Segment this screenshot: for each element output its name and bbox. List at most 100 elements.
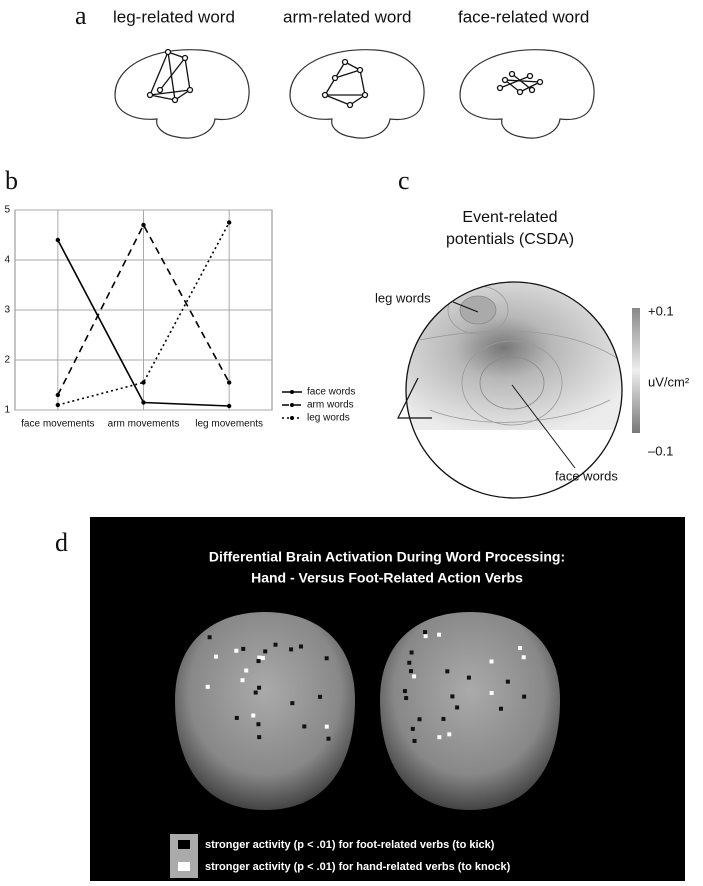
activation-spot: [263, 649, 267, 653]
network: [148, 50, 193, 103]
activation-spot: [240, 678, 244, 682]
x-tick-label: arm movements: [108, 419, 180, 430]
network: [498, 72, 543, 95]
data-point: [56, 403, 60, 407]
activation-spot: [404, 696, 408, 700]
activation-spot: [241, 647, 245, 651]
data-point: [227, 380, 231, 384]
panel-letter: c: [398, 166, 410, 195]
activation-spot: [522, 695, 526, 699]
activation-spot: [257, 735, 261, 739]
activation-spot: [413, 739, 417, 743]
data-point: [141, 380, 145, 384]
data-point: [141, 223, 145, 227]
activation-spot: [522, 655, 526, 659]
legend-swatch: [178, 862, 190, 871]
activation-spot: [256, 722, 260, 726]
network: [323, 60, 368, 108]
activation-spot: [274, 643, 278, 647]
colorbar-label: uV/cm²: [648, 374, 690, 389]
word-label: leg-related word: [113, 7, 235, 26]
activation-spot: [412, 674, 416, 678]
activation-spot: [208, 635, 212, 639]
activation-spot: [437, 735, 441, 739]
activation-spot: [441, 717, 445, 721]
activation-spot: [445, 669, 449, 673]
data-point: [227, 404, 231, 408]
activation-spot: [437, 633, 441, 637]
data-point: [227, 220, 231, 224]
legend-label: stronger activity (p < .01) for foot-rel…: [205, 839, 495, 851]
legend-marker: [290, 416, 294, 420]
activation-spot: [490, 691, 494, 695]
panel-letter: a: [75, 1, 87, 30]
colorbar-label: –0.1: [648, 443, 673, 458]
activation-spot: [418, 717, 422, 721]
activation-spot: [489, 659, 493, 663]
y-tick-label: 2: [4, 355, 10, 366]
activation-spot: [206, 685, 210, 689]
activation-spot: [325, 725, 329, 729]
activation-spot: [290, 701, 294, 705]
x-tick-label: face movements: [21, 419, 94, 430]
y-tick-label: 5: [4, 205, 10, 216]
activation-spot: [299, 645, 303, 649]
activation-spot: [518, 646, 522, 650]
brain-outline: [460, 50, 594, 138]
activation-spot: [289, 647, 293, 651]
brain-scan: [175, 612, 355, 810]
panel-letter: b: [5, 166, 18, 195]
chart-title: potentials (CSDA): [446, 231, 574, 248]
activation-spot: [234, 649, 238, 653]
activation-spot: [251, 713, 255, 717]
activation-spot: [261, 656, 265, 660]
data-point: [141, 400, 145, 404]
activation-spot: [326, 737, 330, 741]
y-tick-label: 4: [4, 255, 10, 266]
colorbar-label: +0.1: [648, 303, 674, 318]
panel-title: Hand - Versus Foot-Related Action Verbs: [251, 570, 523, 586]
panel-title: Differential Brain Activation During Wor…: [209, 549, 565, 565]
activation-spot: [325, 656, 329, 660]
panel-letter: d: [55, 528, 68, 557]
activation-spot: [318, 695, 322, 699]
legend-swatch: [178, 840, 190, 849]
chart-title: Event-related: [462, 209, 557, 226]
activation-spot: [214, 655, 218, 659]
activation-spot: [450, 694, 454, 698]
y-tick-label: 3: [4, 305, 10, 316]
brain-outline: [115, 50, 249, 138]
activation-spot: [403, 689, 407, 693]
line-chart: 1 2 3 4 5 face movements arm movements leg move…: [4, 205, 355, 430]
legend-label: arm words: [307, 400, 354, 411]
activation-spot: [410, 650, 414, 654]
y-tick-label: 1: [4, 405, 10, 416]
legend-label: face words: [307, 387, 355, 398]
word-label: face-related word: [458, 7, 589, 26]
annotation: face words: [555, 468, 618, 483]
figure: a leg-related word arm-related word face…: [0, 0, 703, 886]
activation-spot: [235, 716, 239, 720]
activation-spot: [447, 732, 451, 736]
colorbar: [632, 308, 640, 433]
activation-spot: [467, 676, 471, 680]
activation-spot: [257, 686, 261, 690]
activation-spot: [302, 724, 306, 728]
annotation: leg words: [375, 290, 431, 305]
activation-spot: [407, 661, 411, 665]
legend-marker: [290, 390, 294, 394]
legend-label: leg words: [307, 413, 350, 424]
activation-spot: [257, 659, 261, 663]
activation-spot: [411, 727, 415, 731]
brain-scan: [380, 612, 560, 810]
activation-spot: [455, 705, 459, 709]
activation-spot: [409, 669, 413, 673]
activation-spot: [244, 669, 248, 673]
legend-marker: [290, 403, 294, 407]
activation-spot: [423, 630, 427, 634]
activation-spot: [257, 656, 261, 660]
activation-spot: [254, 691, 258, 695]
activation-spot: [499, 707, 503, 711]
activation-spot: [506, 680, 510, 684]
x-tick-label: leg movements: [195, 419, 263, 430]
